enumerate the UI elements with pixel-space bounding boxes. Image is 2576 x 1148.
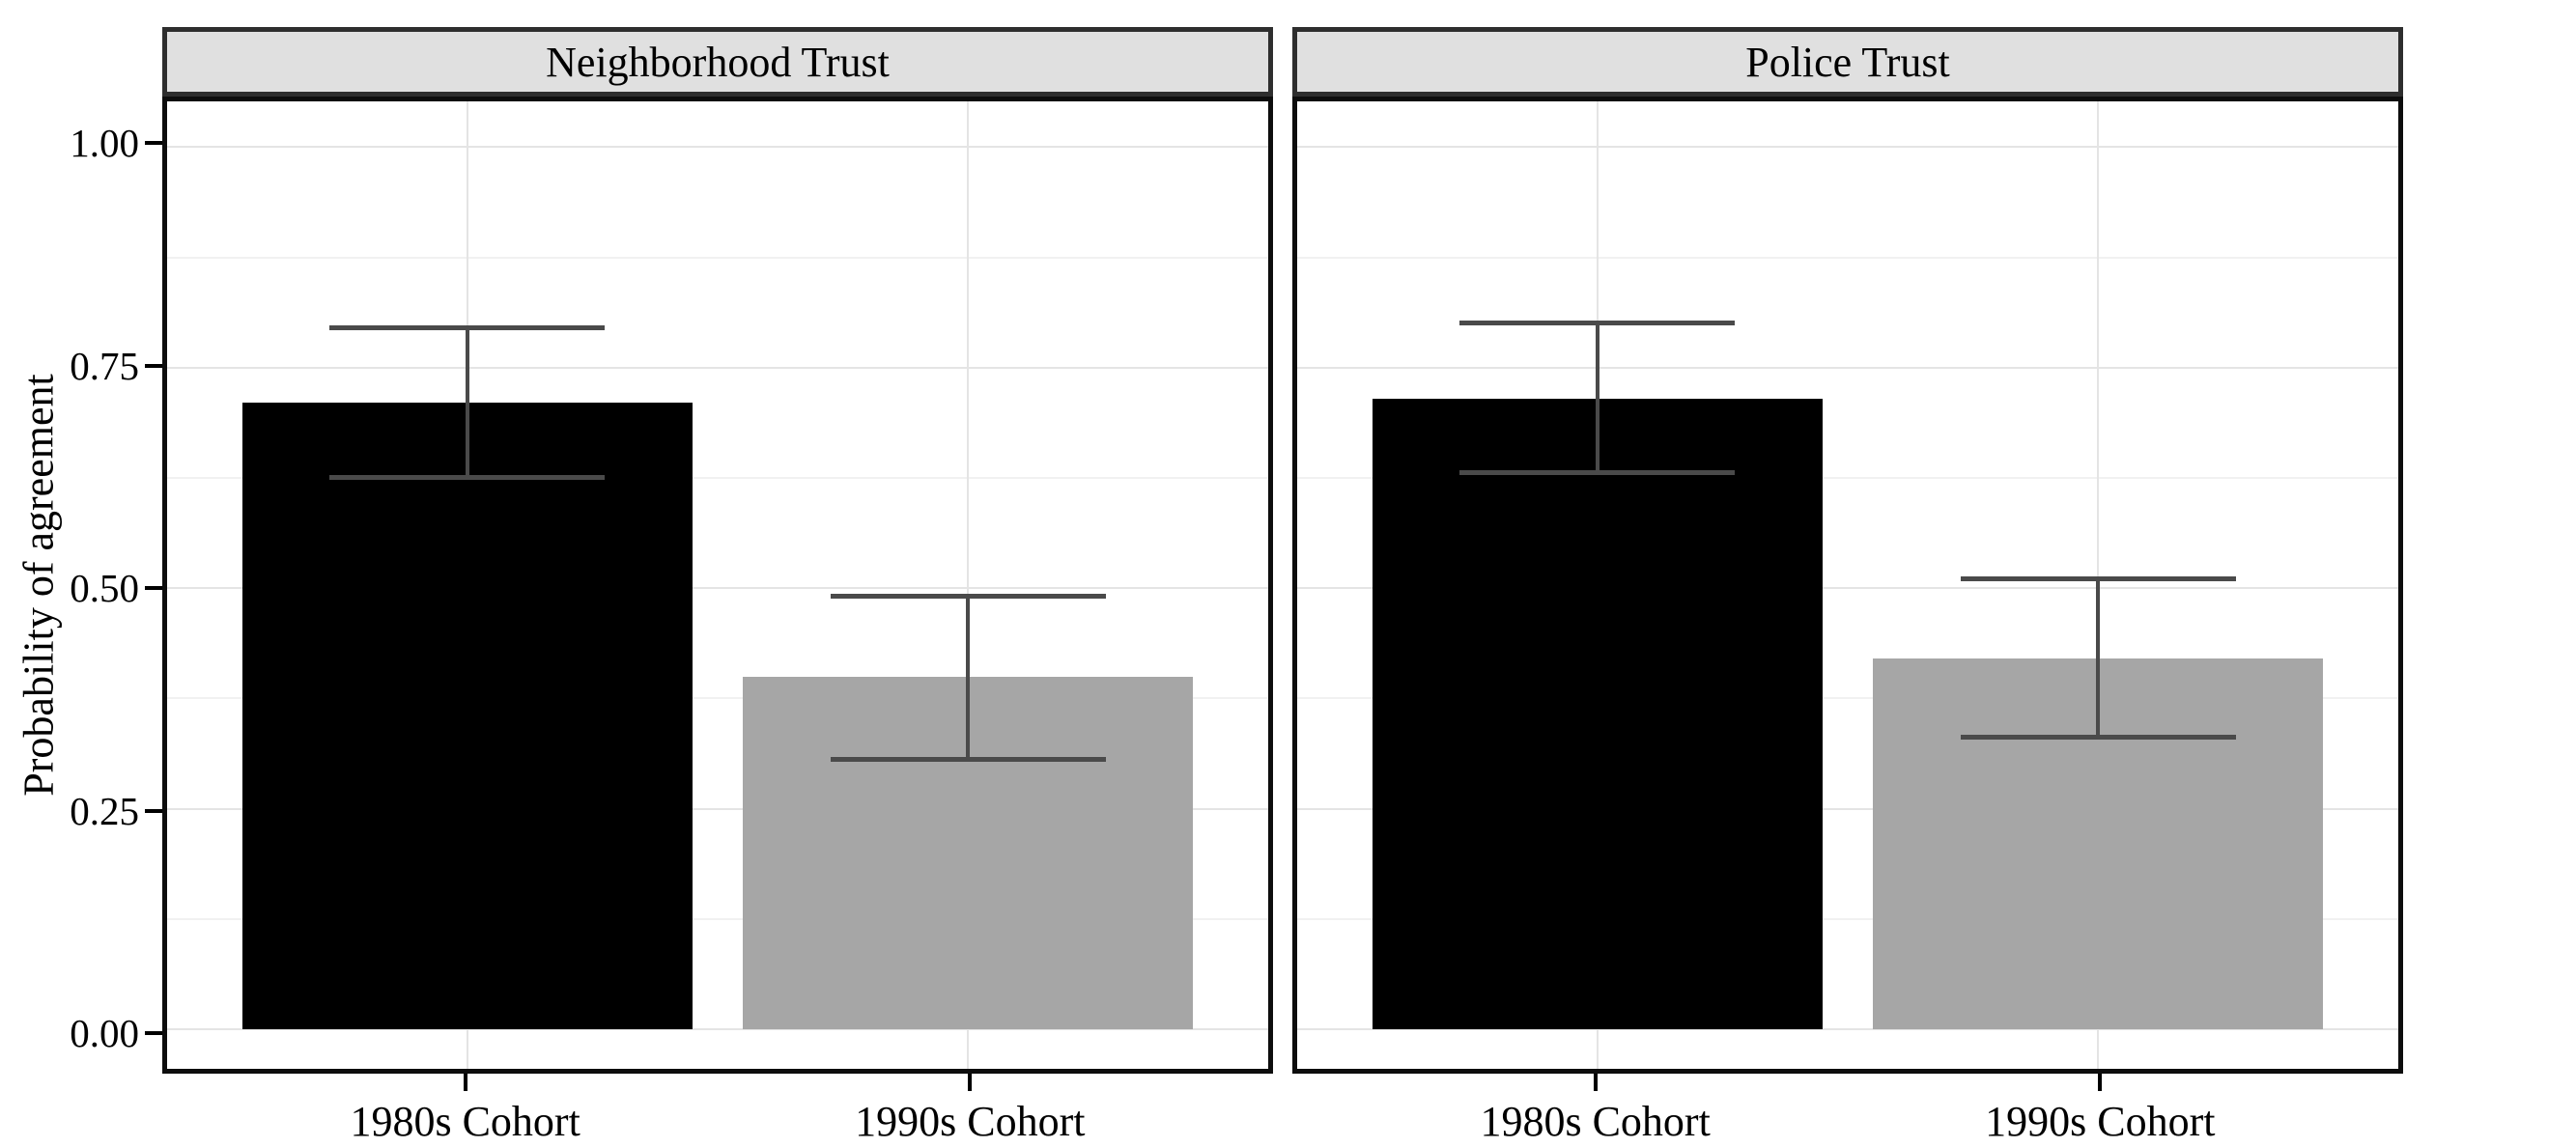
y-tick-label: 0.00	[70, 1011, 139, 1056]
y-tick-mark	[145, 808, 162, 813]
x-tick-mark	[2098, 1074, 2103, 1091]
x-tick-mark	[1593, 1074, 1598, 1091]
errorbar-cap-top	[1459, 321, 1736, 326]
major-gridline	[167, 366, 1268, 369]
x-tick-label: 1990s Cohort	[1985, 1098, 2216, 1145]
minor-gridline	[167, 917, 1268, 920]
vertical-gridline	[967, 101, 970, 1069]
x-tick-mark	[968, 1074, 973, 1091]
major-gridline	[167, 1027, 1268, 1030]
y-tick-mark	[145, 586, 162, 591]
errorbar-stem	[2096, 579, 2101, 739]
errorbar-cap-bottom	[1960, 735, 2236, 741]
minor-gridline	[167, 477, 1268, 480]
x-tick-label: 1990s Cohort	[855, 1098, 1086, 1145]
errorbar-stem	[465, 327, 469, 479]
major-gridline	[1297, 146, 2398, 149]
x-axis: 1980s Cohort 1990s Cohort	[162, 1074, 1273, 1148]
minor-gridline	[1297, 256, 2398, 259]
minor-gridline	[167, 697, 1268, 700]
errorbar-cap-bottom	[830, 757, 1106, 763]
x-axis: 1980s Cohort 1990s Cohort	[1292, 1074, 2403, 1148]
plot-panel	[1292, 97, 2403, 1074]
facet-strip: Neighborhood Trust	[162, 27, 1273, 97]
facet: Police Trust 1980s Cohort 1990s Cohort	[1292, 27, 2403, 1147]
minor-gridline	[1297, 477, 2398, 480]
errorbar-cap-top	[329, 324, 606, 330]
errorbar-stem	[1595, 323, 1599, 474]
major-gridline	[167, 587, 1268, 590]
x-tick-label: 1980s Cohort	[1480, 1098, 1711, 1145]
bar-1980s	[1372, 398, 1824, 1029]
facet-strip-title: Neighborhood Trust	[546, 38, 890, 86]
x-tick-label: 1980s Cohort	[350, 1098, 580, 1145]
y-tick-mark	[145, 1031, 162, 1036]
minor-gridline	[1297, 917, 2398, 920]
minor-gridline	[1297, 697, 2398, 700]
errorbar-cap-bottom	[329, 475, 606, 481]
facet-strip-title: Police Trust	[1745, 38, 1950, 86]
y-tick-label: 0.25	[70, 788, 139, 833]
minor-gridline	[167, 256, 1268, 259]
major-gridline	[167, 146, 1268, 149]
y-tick-label: 0.50	[70, 566, 139, 611]
major-gridline	[1297, 366, 2398, 369]
y-tick-mark	[145, 363, 162, 368]
major-gridline	[1297, 807, 2398, 810]
bar-1980s	[241, 403, 694, 1029]
y-tick-label: 0.75	[70, 343, 139, 388]
facet: Neighborhood Trust 1980s Cohort 1990s Coh…	[162, 27, 1273, 1147]
major-gridline	[1297, 587, 2398, 590]
y-tick-mark	[145, 140, 162, 145]
major-gridline	[167, 807, 1268, 810]
errorbar-stem	[966, 597, 971, 761]
facet-strip: Police Trust	[1292, 27, 2403, 97]
errorbar-cap-top	[1960, 576, 2236, 582]
x-tick-mark	[463, 1074, 467, 1091]
errorbar-cap-top	[830, 594, 1106, 600]
plot-panel	[162, 97, 1273, 1074]
y-tick-label: 1.00	[70, 120, 139, 165]
errorbar-cap-bottom	[1459, 470, 1736, 476]
major-gridline	[1297, 1027, 2398, 1030]
